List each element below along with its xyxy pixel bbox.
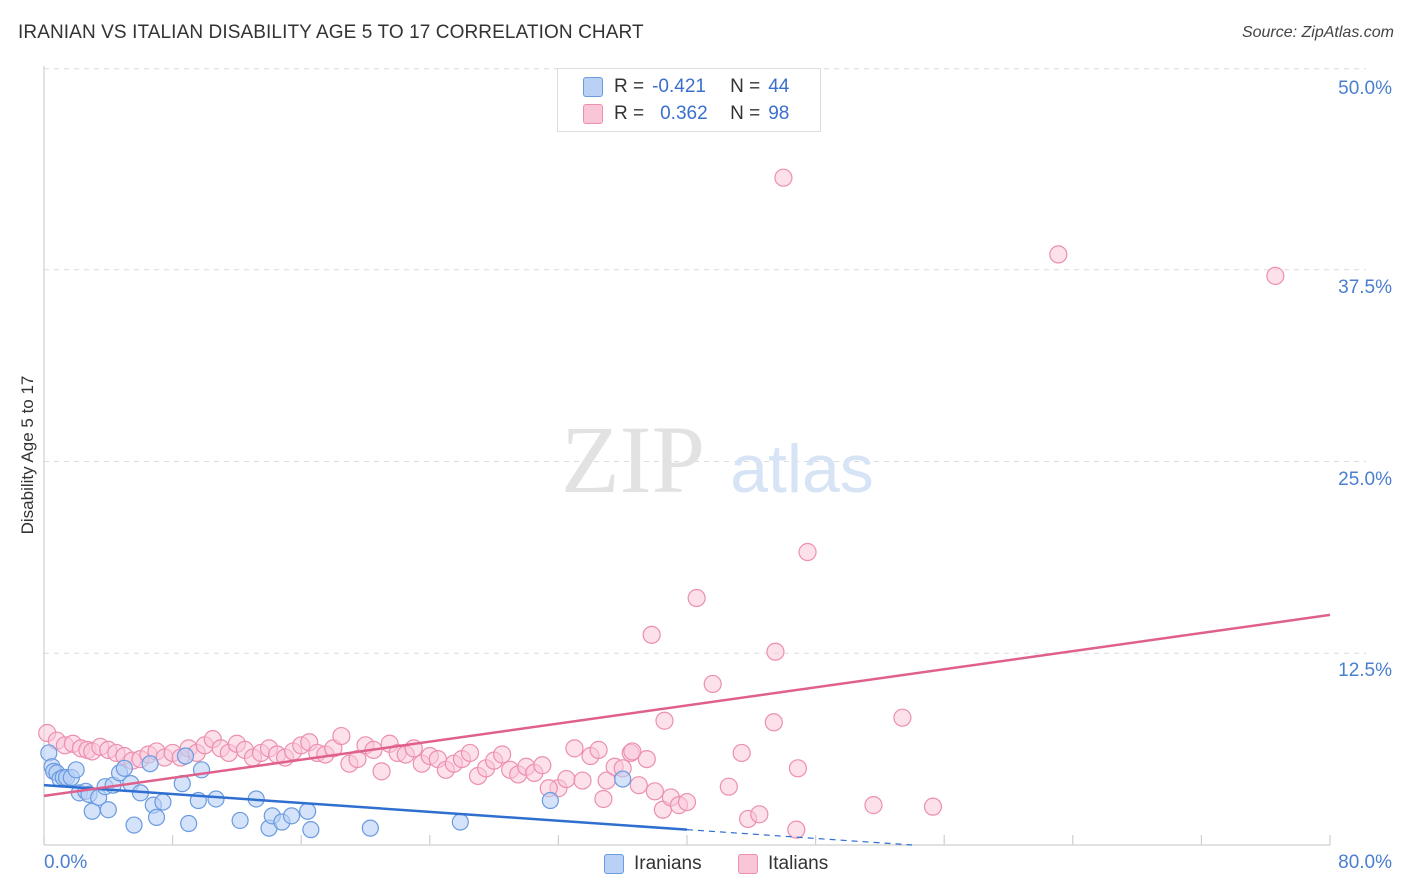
italians-point: [703, 674, 722, 694]
gridlines: [44, 68, 1366, 654]
legend-row-italians: R = 0.362 N = 98: [583, 100, 790, 128]
iranians-point: [99, 801, 117, 819]
legend-r-label: R =: [614, 76, 645, 97]
iranians-point: [614, 770, 632, 788]
iranians-point: [147, 808, 166, 826]
italians-point: [687, 588, 706, 608]
legend-italians: Italians: [738, 850, 828, 878]
italians-point: [557, 769, 576, 789]
legend-n-italians: 98: [768, 103, 790, 124]
italians-point: [719, 777, 738, 796]
y-tick-label: 37.5%: [1338, 276, 1392, 298]
axes: [43, 66, 1331, 846]
legend-iranians-swatch: [604, 854, 624, 874]
iranians-point: [302, 821, 320, 839]
legend-iranians-label: Iranians: [634, 853, 702, 874]
italians-point: [774, 168, 793, 187]
iranians-point: [115, 759, 133, 777]
italians-point: [923, 797, 943, 816]
italians-point: [460, 743, 480, 763]
y-tick-label: 25.0%: [1338, 468, 1392, 490]
iranians-point: [176, 747, 195, 765]
y-tick-label: 50.0%: [1338, 77, 1392, 99]
italians-point: [589, 740, 608, 759]
stats-legend: R = -0.421 N = 44 R = 0.362 N = 98: [557, 68, 821, 132]
italians-trend-line: [43, 613, 1331, 798]
iranians-point: [141, 755, 159, 773]
legend-iranians: Iranians: [604, 850, 702, 878]
italians-point: [332, 726, 351, 746]
italians-point: [864, 796, 883, 815]
legend-r-italians: 0.362: [660, 103, 708, 124]
legend-italians-label: Italians: [768, 853, 829, 874]
watermark-zip: ZIP: [561, 406, 705, 513]
chart-title: IRANIAN VS ITALIAN DISABILITY AGE 5 TO 1…: [18, 22, 644, 43]
legend-swatch-iranians: [583, 77, 603, 97]
trend-lines: [43, 613, 1331, 846]
x-tick-min: 0.0%: [44, 852, 88, 873]
italians-point: [732, 743, 751, 763]
italians-point: [750, 805, 769, 824]
y-tick-label: 12.5%: [1338, 660, 1392, 682]
italians-point: [645, 782, 664, 801]
italians-point: [493, 745, 512, 764]
italians-point: [637, 749, 656, 769]
watermark-atlas: atlas: [730, 431, 874, 507]
legend-n-label: N =: [730, 76, 761, 97]
italians-point: [798, 542, 817, 562]
iranians-point: [541, 791, 559, 810]
iranians-point: [207, 790, 225, 808]
iranians-point: [180, 814, 198, 833]
italians-point: [787, 820, 806, 839]
legend-r-label: R =: [614, 103, 645, 124]
iranians-trend-line: [43, 783, 688, 831]
italians-point: [764, 713, 783, 732]
legend-r-iranians: -0.421: [652, 76, 706, 97]
legend-row-iranians: R = -0.421 N = 44: [583, 73, 790, 101]
legend-swatch-italians: [583, 104, 603, 124]
italians-point: [642, 625, 661, 644]
italians-point: [629, 776, 648, 795]
italians-point: [893, 708, 912, 727]
italians-point: [533, 756, 552, 775]
iranians-point: [451, 813, 469, 831]
legend-n-iranians: 44: [768, 76, 790, 97]
italians-point: [372, 762, 391, 781]
iranians-point: [361, 819, 379, 837]
italians-point: [565, 739, 584, 758]
italians-point: [594, 789, 613, 809]
legend-n-label: N =: [730, 103, 761, 124]
italians-point: [573, 771, 592, 790]
italians-point: [766, 642, 785, 661]
italians-point: [655, 711, 674, 730]
iranians-point: [125, 816, 143, 834]
source-label: Source: ZipAtlas.com: [1241, 24, 1394, 41]
italians-point: [1049, 245, 1068, 264]
iranians-trend-extension: [686, 829, 913, 846]
legend-italians-swatch: [738, 854, 758, 874]
italians-point: [623, 742, 642, 761]
italians-point: [1266, 266, 1285, 285]
iranians-point: [67, 761, 85, 779]
iranians-point: [154, 793, 172, 811]
x-tick-max: 80.0%: [1338, 852, 1392, 873]
iranians-point: [299, 802, 317, 820]
iranians-point: [231, 811, 249, 830]
italians-point: [677, 792, 697, 812]
iranians-point: [282, 807, 301, 825]
italians-point: [788, 759, 808, 778]
